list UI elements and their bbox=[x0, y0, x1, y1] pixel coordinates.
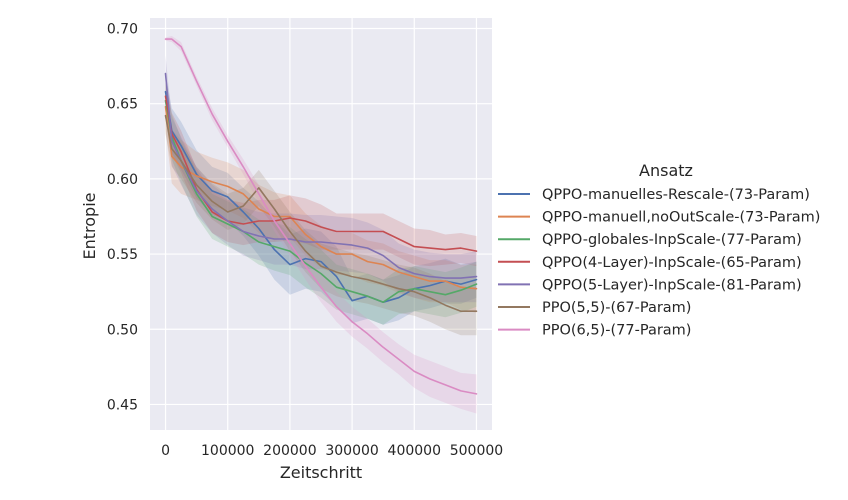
series-line-6 bbox=[164, 38, 478, 395]
x-tick-label: 0 bbox=[161, 443, 170, 459]
x-tick-label: 500000 bbox=[450, 443, 503, 459]
y-tick-label: 0.55 bbox=[107, 247, 138, 263]
series-line-0 bbox=[164, 90, 478, 304]
legend-title: Ansatz bbox=[639, 161, 693, 180]
x-tick-labels: 0 100000 200000 300000 400000 500000 bbox=[161, 443, 503, 459]
series-line-2 bbox=[164, 99, 478, 304]
series-line-1 bbox=[164, 105, 478, 290]
series-band-3 bbox=[165, 78, 477, 267]
plot-area bbox=[150, 18, 492, 430]
y-axis-label: Entropie bbox=[80, 193, 99, 260]
series-band-4 bbox=[165, 55, 477, 303]
x-tick-label: 400000 bbox=[388, 443, 441, 459]
x-axis-label: Zeitschritt bbox=[280, 463, 362, 482]
legend-label: QPPO-globales-InpScale-(77-Param) bbox=[542, 232, 802, 248]
legend: Ansatz QPPO-manuelles-Rescale-(73-Param)… bbox=[498, 161, 820, 339]
x-tick-label: 200000 bbox=[263, 443, 316, 459]
legend-label: QPPO-manuell,noOutScale-(73-Param) bbox=[542, 210, 820, 226]
y-tick-label: 0.50 bbox=[107, 322, 138, 338]
legend-label: QPPO(4-Layer)-InpScale-(65-Param) bbox=[542, 255, 802, 271]
legend-label: PPO(6,5)-(77-Param) bbox=[542, 323, 691, 339]
series-line-4 bbox=[164, 72, 478, 279]
legend-label: QPPO-manuelles-Rescale-(73-Param) bbox=[542, 187, 810, 203]
series-line-5 bbox=[164, 114, 478, 313]
y-tick-label: 0.70 bbox=[107, 22, 138, 38]
y-tick-label: 0.60 bbox=[107, 172, 138, 188]
series-band-1 bbox=[165, 84, 477, 313]
grid bbox=[150, 18, 492, 430]
y-tick-label: 0.45 bbox=[107, 397, 138, 413]
y-tick-labels: 0.45 0.50 0.55 0.60 0.65 0.70 bbox=[107, 22, 138, 414]
series-band-6 bbox=[165, 36, 477, 414]
series-lines bbox=[164, 38, 478, 395]
legend-label: PPO(5,5)-(67-Param) bbox=[542, 300, 691, 316]
y-tick-label: 0.65 bbox=[107, 97, 138, 113]
x-tick-label: 300000 bbox=[325, 443, 378, 459]
series-band-5 bbox=[165, 97, 477, 336]
legend-label: QPPO(5-Layer)-InpScale-(81-Param) bbox=[542, 277, 802, 293]
series-band-2 bbox=[165, 82, 477, 325]
x-tick-label: 100000 bbox=[201, 443, 254, 459]
